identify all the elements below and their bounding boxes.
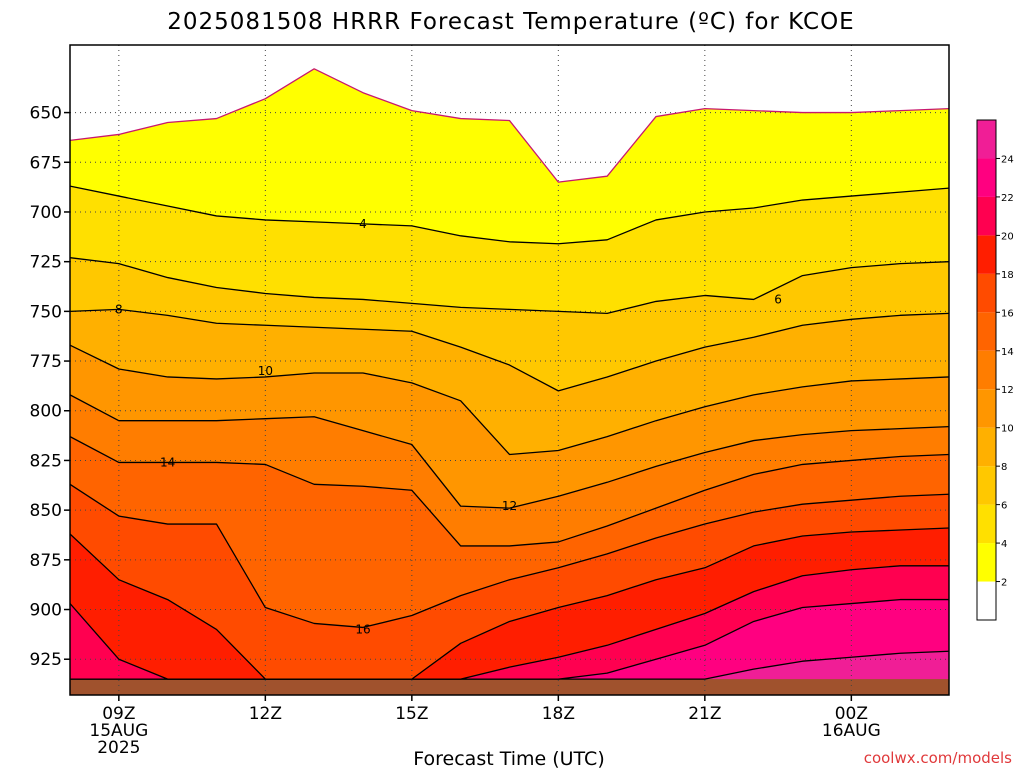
temperature-fill-layers (70, 45, 949, 695)
isotherm-lines (70, 68, 949, 680)
x-tick-label-9-3: 2025 (97, 738, 140, 758)
isotherm-label-16: 16 (355, 622, 370, 636)
colorbar-label-6: 6 (1001, 501, 1007, 512)
y-tick-label-800: 800 (30, 402, 62, 422)
isotherm-12 (70, 394, 949, 509)
grid-lines (70, 45, 949, 695)
y-tick-label-925: 925 (30, 650, 62, 670)
isotherm-labels: 4 6 8 10 12 14 16 (115, 217, 782, 637)
y-tick-label-850: 850 (30, 501, 62, 521)
colorbar-label-10: 10 (1001, 424, 1014, 435)
colorbar-segment-8 (977, 273, 996, 313)
colorbar-label-14: 14 (1001, 347, 1014, 358)
y-tick-label-725: 725 (30, 253, 62, 273)
colorbar-label-2: 2 (1001, 578, 1007, 589)
svg-text:16: 16 (355, 622, 370, 636)
isotherm-label-8: 8 (115, 302, 123, 316)
isotherm-8 (70, 308, 949, 392)
x-tick-label-12-1: 12Z (249, 704, 282, 724)
chart-title: 2025081508 HRRR Forecast Temperature (ºC… (167, 9, 854, 35)
ground-layer (70, 679, 949, 695)
colorbar-segment-12 (977, 120, 996, 159)
y-tick-label-675: 675 (30, 153, 62, 173)
x-tick-label-24-1: 00Z (835, 704, 868, 724)
svg-text:12: 12 (502, 499, 517, 513)
colorbar-label-18: 18 (1001, 270, 1014, 281)
x-tick-label-15-1: 15Z (395, 704, 428, 724)
svg-text:6: 6 (774, 292, 782, 306)
x-tick-label-18-1: 18Z (542, 704, 575, 724)
svg-text:14: 14 (160, 455, 175, 469)
fill-band-22 (70, 599, 949, 695)
x-tick-label-9-1: 09Z (102, 704, 135, 724)
colorbar-segment-3 (977, 466, 996, 505)
colorbar-label-12: 12 (1001, 385, 1014, 396)
colorbar-label-24: 24 (1001, 154, 1014, 165)
credit-label: coolwx.com/models (864, 749, 1012, 767)
y-tick-label-700: 700 (30, 203, 62, 223)
isotherm-label-12: 12 (502, 499, 517, 513)
svg-text:8: 8 (115, 302, 123, 316)
y-tick-label-825: 825 (30, 451, 62, 471)
colorbar-segment-4 (977, 427, 996, 467)
svg-text:4: 4 (359, 217, 367, 231)
y-tick-label-750: 750 (30, 302, 62, 322)
y-tick-label-900: 900 (30, 601, 62, 621)
colorbar-segment-2 (977, 504, 996, 544)
colorbar-segment-9 (977, 235, 996, 274)
isotherm-label-4: 4 (359, 217, 367, 231)
isotherm-label-14: 14 (160, 455, 175, 469)
isotherm-14 (70, 436, 949, 547)
isotherm-label-6: 6 (774, 292, 782, 306)
colorbar-segment-5 (977, 389, 996, 428)
x-tick-label-24-2: 16AUG (822, 721, 881, 741)
colorbar-frame (976, 119, 997, 621)
colorbar-label-16: 16 (1001, 308, 1014, 319)
colorbar-segment-11 (977, 158, 996, 197)
isotherm-10 (70, 344, 949, 456)
colorbar-segment-10 (977, 196, 996, 236)
isotherm-24 (70, 650, 949, 680)
colorbar-segment-0 (977, 581, 996, 620)
x-axis-label: Forecast Time (UTC) (413, 748, 604, 768)
y-tick-label-875: 875 (30, 551, 62, 571)
colorbar-label-8: 8 (1001, 462, 1007, 473)
y-tick-label-650: 650 (30, 104, 62, 124)
colorbar-segment-7 (977, 312, 996, 351)
isotherm-2 (70, 68, 949, 183)
isotherm-4 (70, 185, 949, 245)
ground-band (70, 679, 949, 695)
plot-frame (69, 44, 950, 696)
y-tick-label-775: 775 (30, 352, 62, 372)
isotherm-16 (70, 483, 949, 629)
svg-text:10: 10 (258, 364, 273, 378)
x-tick-label-21-1: 21Z (688, 704, 721, 724)
colorbar-label-20: 20 (1001, 231, 1014, 242)
isotherm-18 (70, 527, 949, 680)
colorbar-label-22: 22 (1001, 193, 1014, 204)
colorbar-segment-1 (977, 543, 996, 582)
x-tick-label-9-2: 15AUG (89, 721, 148, 741)
colorbar-segment-6 (977, 350, 996, 390)
isotherm-label-10: 10 (258, 364, 273, 378)
colorbar-label-4: 4 (1001, 539, 1007, 550)
y-axis: 650 675 700 725 750 775 800 825 850 875 900 925 (30, 104, 70, 670)
isotherm-6 (70, 257, 949, 314)
